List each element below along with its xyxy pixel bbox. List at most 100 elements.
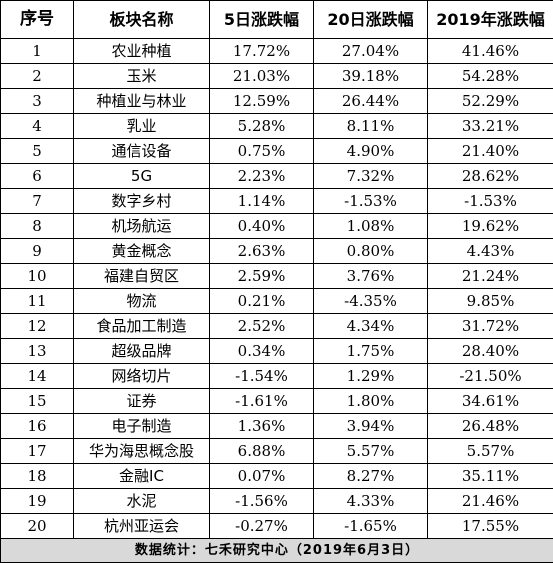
row-20day-change-cell: 0.80%	[314, 239, 428, 264]
row-20day-change-cell: 4.34%	[314, 314, 428, 339]
row-index-cell: 7	[1, 189, 74, 214]
row-index-cell: 14	[1, 364, 74, 389]
row-index-cell: 17	[1, 439, 74, 464]
row-sector-name-cell: 超级品牌	[74, 339, 210, 364]
row-2019-change-cell: 34.61%	[428, 389, 553, 414]
row-20day-change-cell: 39.18%	[314, 64, 428, 89]
row-20day-change-cell: 1.80%	[314, 389, 428, 414]
row-sector-name-cell: 网络切片	[74, 364, 210, 389]
row-sector-name-cell: 电子制造	[74, 414, 210, 439]
row-20day-change-cell: 8.27%	[314, 464, 428, 489]
row-20day-change-cell: 3.94%	[314, 414, 428, 439]
row-5day-change-cell: 0.21%	[210, 289, 314, 314]
row-2019-change-cell: 54.28%	[428, 64, 553, 89]
row-2019-change-cell: -1.53%	[428, 189, 553, 214]
row-5day-change-cell: 12.59%	[210, 89, 314, 114]
row-2019-change-cell: 9.85%	[428, 289, 553, 314]
row-20day-change-cell: 8.11%	[314, 114, 428, 139]
row-index-cell: 5	[1, 139, 74, 164]
row-sector-name-cell: 机场航运	[74, 214, 210, 239]
row-sector-name-cell: 杭州亚运会	[74, 514, 210, 539]
row-2019-change-cell: 33.21%	[428, 114, 553, 139]
row-sector-name-cell: 农业种植	[74, 39, 210, 64]
row-index-cell: 13	[1, 339, 74, 364]
row-20day-change-cell: -1.65%	[314, 514, 428, 539]
row-20day-change-cell: 4.90%	[314, 139, 428, 164]
row-index-cell: 19	[1, 489, 74, 514]
row-2019-change-cell: 28.62%	[428, 164, 553, 189]
row-2019-change-cell: 41.46%	[428, 39, 553, 64]
row-sector-name-cell: 食品加工制造	[74, 314, 210, 339]
row-2019-change-cell: 35.11%	[428, 464, 553, 489]
row-2019-change-cell: 17.55%	[428, 514, 553, 539]
row-index-cell: 1	[1, 39, 74, 64]
data-source-note: 数据统计：七禾研究中心（2019年6月3日）	[1, 539, 553, 563]
row-index-cell: 10	[1, 264, 74, 289]
row-5day-change-cell: -1.56%	[210, 489, 314, 514]
row-5day-change-cell: 6.88%	[210, 439, 314, 464]
row-5day-change-cell: 1.14%	[210, 189, 314, 214]
row-5day-change-cell: 2.59%	[210, 264, 314, 289]
row-5day-change-cell: 0.75%	[210, 139, 314, 164]
row-20day-change-cell: 3.76%	[314, 264, 428, 289]
row-index-cell: 12	[1, 314, 74, 339]
row-20day-change-cell: 5.57%	[314, 439, 428, 464]
row-sector-name-cell: 华为海思概念股	[74, 439, 210, 464]
row-5day-change-cell: -1.54%	[210, 364, 314, 389]
row-5day-change-cell: 0.07%	[210, 464, 314, 489]
row-index-cell: 6	[1, 164, 74, 189]
row-index-cell: 18	[1, 464, 74, 489]
row-20day-change-cell: 1.29%	[314, 364, 428, 389]
row-sector-name-cell: 物流	[74, 289, 210, 314]
row-sector-name-cell: 乳业	[74, 114, 210, 139]
row-5day-change-cell: 2.63%	[210, 239, 314, 264]
row-2019-change-cell: 21.46%	[428, 489, 553, 514]
row-2019-change-cell: 21.40%	[428, 139, 553, 164]
row-2019-change-cell: 28.40%	[428, 339, 553, 364]
row-2019-change-cell: 26.48%	[428, 414, 553, 439]
row-5day-change-cell: 5.28%	[210, 114, 314, 139]
row-sector-name-cell: 种植业与林业	[74, 89, 210, 114]
row-20day-change-cell: 7.32%	[314, 164, 428, 189]
row-5day-change-cell: 1.36%	[210, 414, 314, 439]
header-index: 序号	[1, 1, 74, 39]
row-5day-change-cell: -0.27%	[210, 514, 314, 539]
row-sector-name-cell: 5G	[74, 164, 210, 189]
row-2019-change-cell: 4.43%	[428, 239, 553, 264]
row-sector-name-cell: 黄金概念	[74, 239, 210, 264]
header-row: 序号 板块名称 5日涨跌幅 20日涨跌幅 2019年涨跌幅	[1, 1, 553, 39]
row-sector-name-cell: 福建自贸区	[74, 264, 210, 289]
row-20day-change-cell: 1.08%	[314, 214, 428, 239]
row-sector-name-cell: 数字乡村	[74, 189, 210, 214]
row-2019-change-cell: 19.62%	[428, 214, 553, 239]
row-5day-change-cell: 0.34%	[210, 339, 314, 364]
row-20day-change-cell: 27.04%	[314, 39, 428, 64]
row-sector-name-cell: 金融IC	[74, 464, 210, 489]
row-20day-change-cell: 4.33%	[314, 489, 428, 514]
row-index-cell: 4	[1, 114, 74, 139]
header-5day-change: 5日涨跌幅	[210, 1, 314, 39]
row-sector-name-cell: 证券	[74, 389, 210, 414]
row-index-cell: 2	[1, 64, 74, 89]
row-20day-change-cell: 26.44%	[314, 89, 428, 114]
row-2019-change-cell: 52.29%	[428, 89, 553, 114]
